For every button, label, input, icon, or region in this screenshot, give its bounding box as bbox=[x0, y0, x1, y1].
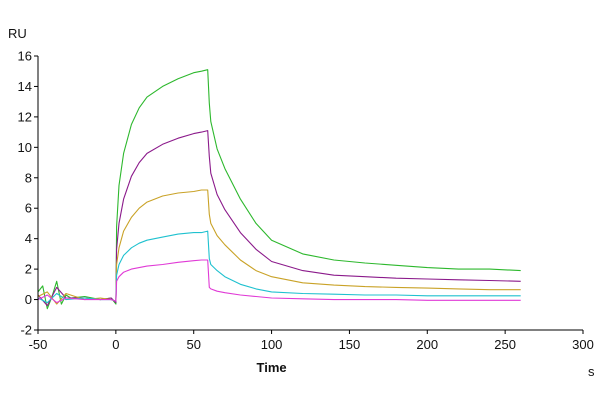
series-layer bbox=[37, 69, 521, 310]
x-tick-label: 150 bbox=[339, 337, 361, 352]
y-tick-label: 10 bbox=[18, 140, 32, 155]
x-tick-label: -50 bbox=[29, 337, 48, 352]
x-axis-title: Time bbox=[257, 360, 287, 375]
series-line-gold bbox=[37, 189, 521, 305]
y-tick-label: 14 bbox=[18, 79, 32, 94]
x-tick-label: 100 bbox=[261, 337, 283, 352]
x-tick-label: 200 bbox=[416, 337, 438, 352]
y-axis-unit-label: RU bbox=[8, 26, 27, 41]
y-tick-label: 16 bbox=[18, 49, 32, 64]
series-line-magenta bbox=[37, 259, 521, 304]
x-tick-label: 300 bbox=[572, 337, 594, 352]
x-axis-unit-label: s bbox=[588, 364, 595, 379]
series-line-green bbox=[37, 69, 521, 310]
y-tick-label: 4 bbox=[25, 231, 32, 246]
x-tick-label: 0 bbox=[112, 337, 119, 352]
y-tick-label: 12 bbox=[18, 109, 32, 124]
y-tick-label: 2 bbox=[25, 262, 32, 277]
y-tick-label: -2 bbox=[20, 323, 32, 338]
series-line-purple bbox=[37, 130, 521, 307]
y-tick-label: 6 bbox=[25, 201, 32, 216]
series-line-cyan bbox=[37, 230, 521, 304]
ticks-layer: -2 0 2 4 6 8 10 12 14 16 -50 0 50 100 150 200 250 300 bbox=[18, 49, 594, 353]
y-tick-label: 0 bbox=[25, 292, 32, 307]
x-tick-label: 250 bbox=[494, 337, 516, 352]
y-tick-label: 8 bbox=[25, 170, 32, 185]
x-tick-label: 50 bbox=[186, 337, 200, 352]
